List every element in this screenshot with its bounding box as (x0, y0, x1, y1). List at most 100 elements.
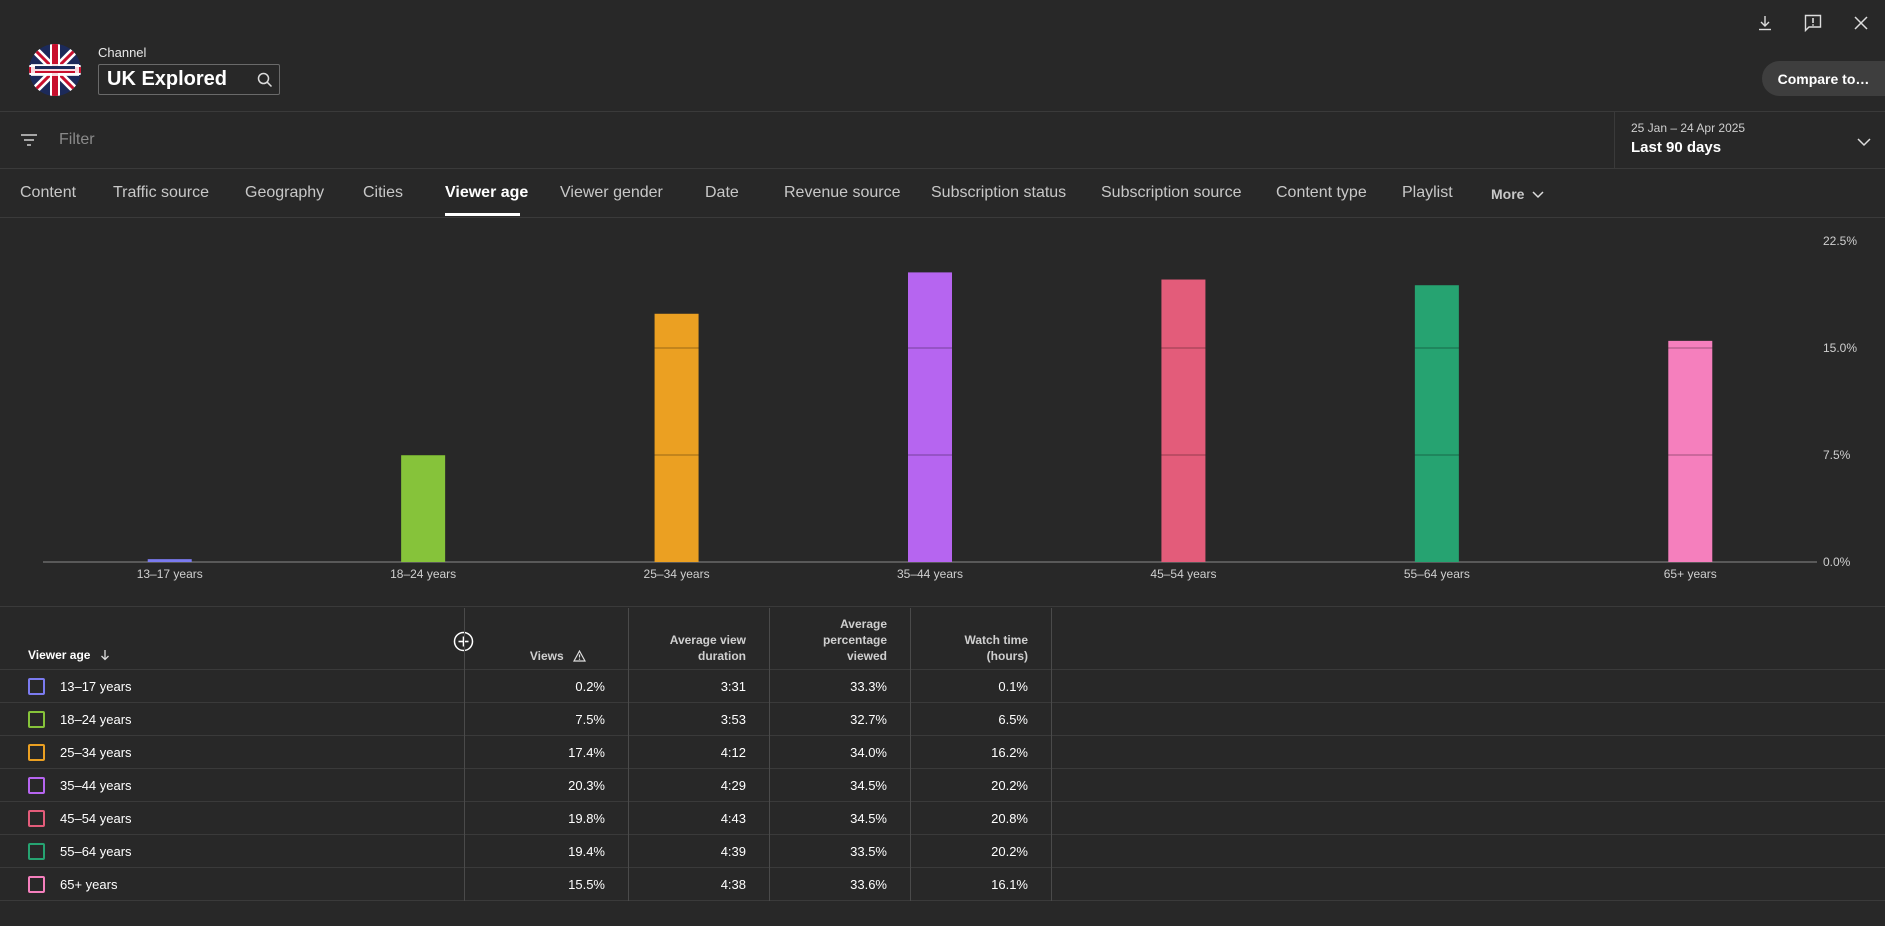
filter-bar: Filter 25 Jan – 24 Apr 2025 Last 90 days (0, 112, 1885, 169)
tab-traffic-source[interactable]: Traffic source (113, 184, 210, 201)
y-tick-label: 15.0% (1823, 341, 1857, 355)
tab-geography[interactable]: Geography (245, 184, 325, 201)
viewer-age-chart: 0.0% 7.5% 15.0% 22.5% 13–17 years 18–24 years… (0, 219, 1885, 607)
add-metric-icon[interactable] (453, 631, 474, 657)
percentage-cell: 33.5% (850, 844, 887, 859)
tab-viewer-gender[interactable]: Viewer gender (560, 184, 663, 201)
date-range-selector[interactable]: 25 Jan – 24 Apr 2025 Last 90 days (1614, 112, 1885, 169)
row-label: 45–54 years (60, 811, 132, 826)
table-row[interactable]: 55–64 years 19.4% 4:39 33.5% 20.2% (0, 835, 1885, 868)
percentage-cell: 34.5% (850, 811, 887, 826)
bar (654, 313, 699, 562)
tab-subscription-source[interactable]: Subscription source (1101, 184, 1242, 201)
percentage-cell: 34.0% (850, 745, 887, 760)
period-text: Last 90 days (1631, 139, 1722, 156)
x-tick-label: 45–54 years (1150, 567, 1216, 581)
y-tick-label: 7.5% (1823, 448, 1851, 462)
watch-time-cell: 20.2% (991, 778, 1028, 793)
views-header[interactable]: Views (530, 648, 587, 664)
column-divider (910, 608, 911, 901)
filter-icon[interactable] (20, 132, 38, 153)
x-tick-label: 35–44 years (897, 567, 963, 581)
table-row[interactable]: 25–34 years 17.4% 4:12 34.0% 16.2% (0, 736, 1885, 769)
bar (908, 272, 952, 562)
column-divider (769, 608, 770, 901)
filter-input[interactable]: Filter (59, 131, 95, 148)
tab-playlist[interactable]: Playlist (1402, 184, 1453, 201)
channel-selector[interactable]: UK Explored (98, 64, 280, 95)
x-tick-label: 18–24 years (390, 567, 456, 581)
x-tick-label: 25–34 years (644, 567, 710, 581)
channel-label: Channel (98, 45, 147, 60)
duration-cell: 3:53 (720, 712, 746, 727)
dimension-tabs: Content Traffic source Geography Cities … (0, 169, 1885, 218)
table-row[interactable]: 13–17 years 0.2% 3:31 33.3% 0.1% (0, 670, 1885, 703)
sort-down-icon (100, 650, 109, 661)
row-checkbox[interactable] (28, 876, 45, 893)
row-checkbox[interactable] (28, 711, 45, 728)
dimension-header-label: Viewer age (28, 648, 91, 662)
date-range-text: 25 Jan – 24 Apr 2025 (1631, 121, 1746, 135)
x-tick-label: 13–17 years (137, 567, 203, 581)
tab-more[interactable]: More (1491, 186, 1544, 202)
table-row[interactable]: 35–44 years 20.3% 4:29 34.5% 20.2% (0, 769, 1885, 802)
avg-view-duration-header-line1: Average view (669, 633, 746, 647)
row-checkbox[interactable] (28, 777, 45, 794)
column-divider (464, 608, 465, 901)
views-cell: 19.4% (568, 844, 605, 859)
views-cell: 7.5% (575, 712, 605, 727)
y-tick-label: 22.5% (1823, 234, 1857, 248)
duration-cell: 3:31 (720, 679, 746, 694)
download-icon[interactable] (1741, 10, 1789, 36)
watch-time-cell: 20.2% (991, 844, 1028, 859)
row-label: 25–34 years (60, 745, 132, 760)
views-cell: 0.2% (575, 679, 605, 694)
dimension-header[interactable]: Viewer age (28, 648, 110, 662)
row-label: 35–44 years (60, 778, 132, 793)
percentage-cell: 33.3% (850, 679, 887, 694)
avg-percentage-viewed-header-line3: viewed (846, 649, 887, 663)
watch-time-header-line1: Watch time (964, 633, 1028, 647)
row-checkbox[interactable] (28, 843, 45, 860)
percentage-cell: 34.5% (850, 778, 887, 793)
duration-cell: 4:12 (720, 745, 746, 760)
tab-cities[interactable]: Cities (363, 184, 404, 201)
row-checkbox[interactable] (28, 744, 45, 761)
y-tick-label: 0.0% (1823, 555, 1851, 569)
table-row[interactable]: 18–24 years 7.5% 3:53 32.7% 6.5% (0, 703, 1885, 736)
row-checkbox[interactable] (28, 810, 45, 827)
avg-view-duration-header[interactable]: Average view duration (670, 632, 746, 664)
views-cell: 20.3% (568, 778, 605, 793)
active-tab-indicator (445, 213, 520, 216)
watch-time-cell: 0.1% (998, 679, 1028, 694)
metrics-table: Viewer age Views Average view duration A… (0, 608, 1885, 901)
views-cell: 15.5% (568, 877, 605, 892)
tab-date[interactable]: Date (705, 184, 739, 201)
x-tick-label: 55–64 years (1404, 567, 1470, 581)
tab-revenue-source[interactable]: Revenue source (784, 184, 901, 201)
header: Channel UK Explored Compare to… (0, 0, 1885, 112)
tab-subscription-status[interactable]: Subscription status (931, 184, 1067, 201)
tab-content[interactable]: Content (20, 184, 77, 201)
channel-avatar[interactable] (29, 44, 81, 96)
row-checkbox[interactable] (28, 678, 45, 695)
percentage-cell: 33.6% (850, 877, 887, 892)
search-icon[interactable] (251, 66, 279, 94)
views-cell: 19.8% (568, 811, 605, 826)
table-header: Viewer age Views Average view duration A… (0, 608, 1885, 670)
compare-button[interactable]: Compare to… (1762, 61, 1885, 96)
watch-time-cell: 16.1% (991, 877, 1028, 892)
avg-percentage-viewed-header[interactable]: Average percentage viewed (823, 616, 887, 664)
warning-icon (572, 649, 587, 662)
tab-content-type[interactable]: Content type (1276, 184, 1367, 201)
channel-name: UK Explored (107, 68, 228, 90)
chevron-down-icon (1857, 134, 1871, 152)
row-label: 13–17 years (60, 679, 132, 694)
feedback-icon[interactable] (1789, 10, 1837, 36)
table-row[interactable]: 45–54 years 19.8% 4:43 34.5% 20.8% (0, 802, 1885, 835)
tab-viewer-age[interactable]: Viewer age (445, 184, 529, 201)
watch-time-header[interactable]: Watch time (hours) (964, 632, 1028, 664)
close-icon[interactable] (1837, 10, 1885, 36)
bar (1161, 279, 1206, 562)
table-row[interactable]: 65+ years 15.5% 4:38 33.6% 16.1% (0, 868, 1885, 901)
